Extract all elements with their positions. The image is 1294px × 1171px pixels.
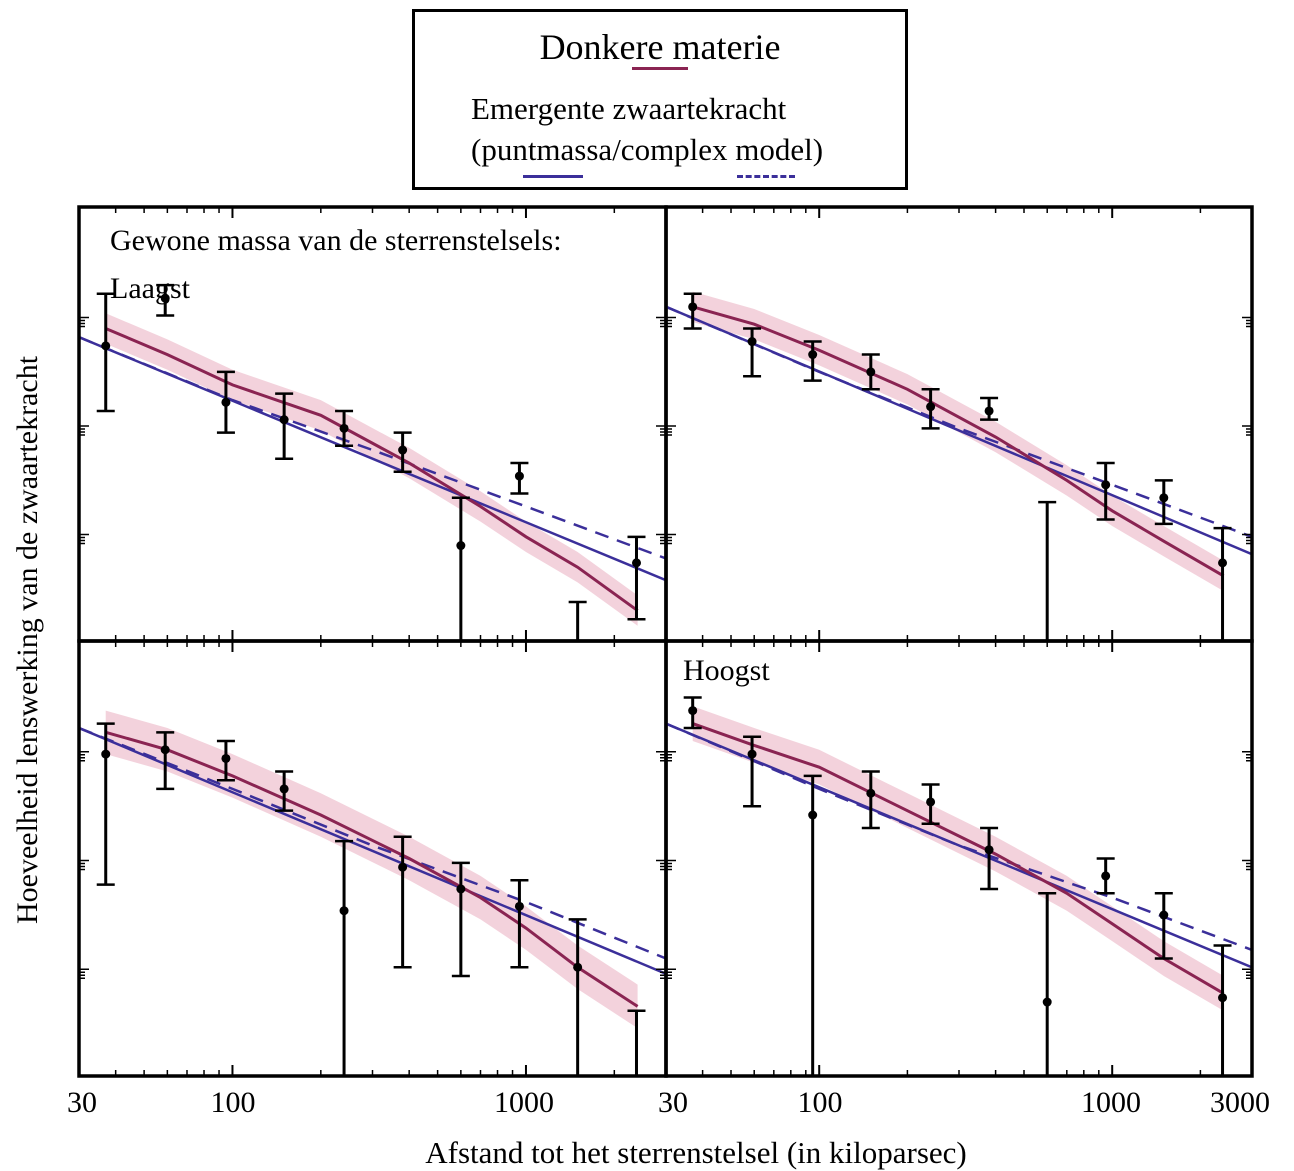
panel-1-label-2: Laagst	[110, 272, 190, 305]
emergent-point-line	[79, 726, 666, 975]
data-point	[631, 558, 641, 568]
emergent-point-line	[666, 722, 1252, 969]
data-point	[279, 784, 289, 794]
panel-curves	[79, 710, 666, 1029]
data-point	[101, 341, 111, 351]
data-point	[398, 445, 408, 455]
emergent-point-line	[666, 305, 1252, 556]
data-point	[456, 884, 466, 894]
panel-curves	[666, 706, 1252, 1011]
data-point	[1042, 997, 1052, 1007]
panel-4	[664, 639, 1254, 1078]
legend-dark-matter-label: Donkere materie	[539, 27, 781, 67]
panel-ticks	[666, 641, 1252, 1076]
emergent-complex-line	[666, 305, 1252, 538]
data-point	[398, 862, 408, 872]
data-point	[688, 302, 698, 312]
legend-emergent-line1: Emergente zwaartekracht	[471, 91, 787, 126]
x-axis-label: Afstand tot het sterrenstelsel (in kilop…	[425, 1135, 967, 1170]
data-point	[101, 749, 111, 759]
data-points	[96, 722, 646, 1076]
data-point	[747, 749, 757, 759]
data-points	[96, 283, 646, 641]
data-point	[1218, 558, 1228, 568]
legend-emergent-line2: (puntmassa/complex model)	[471, 132, 824, 167]
panel-curves	[79, 313, 666, 626]
x-tick-label-100-right: 100	[797, 1086, 843, 1119]
legend-emergent-label: Emergente zwaartekracht (puntmassa/compl…	[471, 88, 823, 170]
data-point	[160, 293, 170, 303]
data-point	[808, 350, 818, 360]
data-point	[514, 901, 524, 911]
dark-matter-line	[692, 305, 1225, 578]
data-point	[339, 423, 349, 433]
legend-dark-matter-swatch	[632, 67, 688, 70]
panel-2	[664, 205, 1254, 643]
legend: Donkere materie Emergente zwaartekracht …	[412, 9, 908, 190]
data-point	[573, 962, 583, 972]
x-tick-label-30-left: 30	[67, 1086, 97, 1119]
data-point	[456, 541, 466, 551]
dark-matter-band	[692, 706, 1224, 1011]
data-point	[688, 706, 698, 716]
panel-4-label: Hoogst	[683, 654, 770, 687]
dark-matter-line	[105, 730, 639, 1008]
x-tick-label-100-left: 100	[210, 1086, 256, 1119]
data-point	[808, 810, 818, 820]
data-point	[1159, 493, 1169, 503]
data-point	[339, 906, 349, 916]
dark-matter-band	[105, 710, 638, 1029]
dark-matter-line	[692, 722, 1225, 995]
data-point	[866, 367, 876, 377]
legend-emergent-point-swatch	[523, 175, 583, 178]
panel-1-label-1: Gewone massa van de sterrenstelsels:	[110, 224, 562, 257]
x-tick-label-30-right: 30	[658, 1086, 688, 1119]
data-point	[1218, 993, 1228, 1003]
data-point	[984, 845, 994, 855]
data-point	[221, 753, 231, 763]
data-points	[683, 696, 1232, 1076]
data-point	[926, 797, 936, 807]
y-axis-label: Hoeveelheid lenswerking van de zwaartekr…	[11, 355, 44, 925]
x-tick-label-1000-left: 1000	[494, 1086, 554, 1119]
legend-emergent-complex-swatch	[737, 175, 795, 178]
data-points	[683, 292, 1232, 641]
data-point	[984, 406, 994, 416]
dark-matter-line	[105, 327, 639, 612]
data-point	[747, 337, 757, 347]
data-point	[1101, 871, 1111, 881]
x-tick-label-3000-right: 3000	[1210, 1086, 1270, 1119]
x-tick-label-1000-right: 1000	[1081, 1086, 1141, 1119]
emergent-point-line	[79, 336, 666, 582]
dark-matter-band	[692, 291, 1224, 592]
panel-curves	[666, 291, 1252, 592]
data-point	[866, 788, 876, 798]
data-point	[514, 471, 524, 481]
emergent-complex-line	[79, 726, 666, 960]
dark-matter-band	[105, 313, 638, 626]
panel-3	[77, 639, 668, 1078]
panel-frame	[664, 639, 1254, 1078]
data-point	[279, 415, 289, 425]
data-point	[1101, 480, 1111, 490]
data-point	[160, 745, 170, 755]
data-point	[926, 402, 936, 412]
data-point	[221, 397, 231, 407]
data-point	[1159, 910, 1169, 920]
